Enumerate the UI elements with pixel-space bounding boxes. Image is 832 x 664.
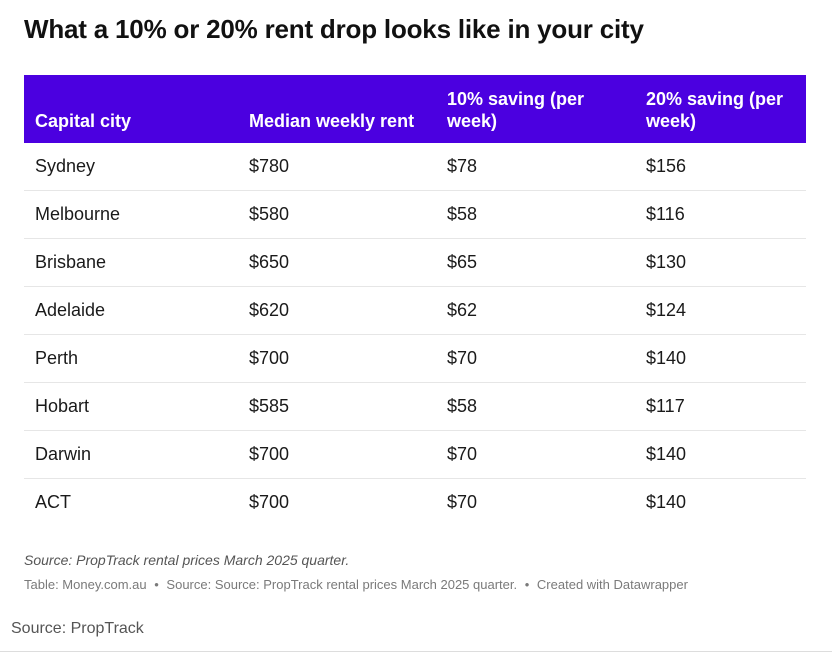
- value-cell: $585: [238, 382, 436, 431]
- column-header: 20% saving (per week): [635, 75, 806, 143]
- table-row: Darwin $700 $70 $140: [24, 430, 806, 479]
- city-cell: Darwin: [24, 430, 238, 479]
- value-cell: $124: [635, 286, 806, 335]
- city-cell: Adelaide: [24, 286, 238, 335]
- value-cell: $78: [436, 143, 635, 191]
- table-row: Brisbane $650 $65 $130: [24, 238, 806, 287]
- city-cell: Hobart: [24, 382, 238, 431]
- table-row: Adelaide $620 $62 $124: [24, 286, 806, 335]
- value-cell: $117: [635, 382, 806, 431]
- credit-tool: Created with Datawrapper: [536, 577, 688, 592]
- table-row: ACT $700 $70 $140: [24, 479, 806, 527]
- credit-table: Table: Money.com.au: [24, 577, 147, 592]
- city-cell: ACT: [35, 492, 71, 512]
- value-cell: $580: [238, 190, 436, 239]
- value-cell: $700: [249, 492, 290, 512]
- city-cell: Melbourne: [24, 190, 238, 239]
- image-caption: Source: PropTrack: [11, 620, 144, 637]
- table-header-row: Capital city Median weekly rent 10% savi…: [24, 75, 806, 143]
- city-cell: Brisbane: [24, 238, 238, 287]
- value-cell: $58: [436, 382, 635, 431]
- value-cell: $620: [238, 286, 436, 335]
- table-row: Sydney $780 $78 $156: [24, 143, 806, 191]
- value-cell: $140: [635, 430, 806, 479]
- value-cell: $65: [436, 238, 635, 287]
- source-note: Source: PropTrack rental prices March 20…: [24, 552, 350, 568]
- table-title: What a 10% or 20% rent drop looks like i…: [24, 14, 644, 44]
- credit-source: Source: Source: PropTrack rental prices …: [166, 577, 518, 592]
- city-cell: Sydney: [24, 143, 238, 191]
- value-cell: $700: [238, 334, 436, 383]
- value-cell: $70: [436, 334, 635, 383]
- credit-separator: •: [524, 577, 530, 592]
- value-cell: $140: [635, 334, 806, 383]
- value-cell: $650: [238, 238, 436, 287]
- column-header: Capital city: [24, 75, 238, 143]
- table-row: Hobart $585 $58 $117: [24, 382, 806, 431]
- rent-table: Capital city Median weekly rent 10% savi…: [24, 75, 806, 526]
- table-row: Perth $700 $70 $140: [24, 334, 806, 383]
- column-header: Median weekly rent: [238, 75, 436, 143]
- value-cell: $116: [635, 190, 806, 239]
- city-cell: Perth: [24, 334, 238, 383]
- column-header: 10% saving (per week): [436, 75, 635, 143]
- value-cell: $156: [635, 143, 806, 191]
- table-row: Melbourne $580 $58 $116: [24, 190, 806, 239]
- value-cell: $780: [238, 143, 436, 191]
- value-cell: $70: [447, 492, 478, 512]
- credit-separator: •: [154, 577, 159, 592]
- table-body: Sydney $780 $78 $156 Melbourne $580 $58 $116 Bri…: [24, 143, 806, 526]
- value-cell: $140: [646, 492, 687, 512]
- value-cell: $130: [635, 238, 806, 287]
- caption-divider: [0, 651, 832, 652]
- value-cell: $70: [436, 430, 635, 479]
- footer-credit: Table: Money.com.au • Source: Source: Pr…: [24, 577, 688, 592]
- value-cell: $62: [436, 286, 635, 335]
- value-cell: $58: [436, 190, 635, 239]
- value-cell: $700: [238, 430, 436, 479]
